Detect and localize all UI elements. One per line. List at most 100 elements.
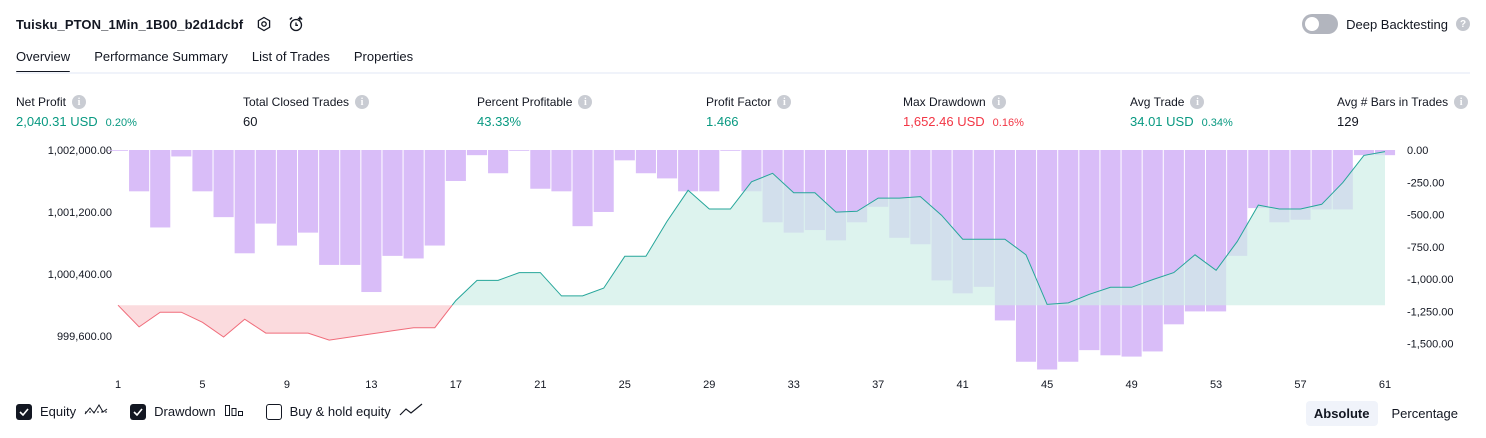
- drawdown-bar: [509, 150, 530, 151]
- x-axis-tick-label: 29: [703, 379, 715, 391]
- metric-label: Net Profit: [16, 95, 67, 109]
- drawdown-bar: [593, 150, 614, 212]
- legend-drawdown[interactable]: Drawdown: [130, 403, 243, 420]
- x-axis-tick-label: 17: [450, 379, 462, 391]
- x-axis-tick-label: 9: [284, 379, 290, 391]
- drawdown-checkbox[interactable]: [130, 403, 147, 420]
- drawdown-bar: [614, 150, 635, 161]
- metric-avg-bars-in-trades: Avg # Bars in Trades i 129: [1337, 94, 1469, 130]
- settings-icon[interactable]: [253, 13, 275, 35]
- left-axis-tick-label: 1,001,200.00: [48, 207, 112, 219]
- info-icon[interactable]: i: [578, 95, 593, 109]
- metric-label: Percent Profitable: [477, 95, 573, 109]
- tab-properties[interactable]: Properties: [353, 49, 414, 64]
- drawdown-bar: [340, 150, 361, 265]
- drawdown-bar: [129, 150, 150, 192]
- tab-list-of-trades[interactable]: List of Trades: [251, 49, 330, 64]
- drawdown-bar: [1290, 150, 1311, 220]
- drawdown-bar: [656, 150, 678, 179]
- info-icon[interactable]: i: [777, 95, 792, 109]
- drawdown-bar: [192, 150, 213, 192]
- tab-bar: Overview Performance Summary List of Tra…: [16, 46, 413, 74]
- metric-net-profit: Net Profit i 2,040.31 USD 0.20%: [16, 94, 137, 130]
- drawdown-bar: [213, 150, 234, 218]
- legend-equity[interactable]: Equity: [16, 403, 108, 420]
- metric-value: 2,040.31 USD: [16, 114, 98, 129]
- drawdown-bar: [1353, 150, 1374, 156]
- left-axis-tick-label: 1,002,000.00: [48, 145, 112, 157]
- drawdown-bar: [255, 150, 276, 224]
- metric-label: Avg # Bars in Trades: [1337, 95, 1449, 109]
- x-axis-tick-label: 57: [1294, 379, 1306, 391]
- x-axis-tick-label: 5: [199, 379, 205, 391]
- drawdown-bar: [572, 150, 593, 227]
- help-icon[interactable]: ?: [1456, 17, 1470, 31]
- info-icon[interactable]: i: [355, 95, 370, 109]
- legend-label: Buy & hold equity: [289, 404, 391, 419]
- tab-overview[interactable]: Overview: [16, 46, 71, 74]
- drawdown-bar: [150, 150, 171, 228]
- tab-performance-summary[interactable]: Performance Summary: [94, 49, 228, 64]
- x-axis-tick-label: 61: [1379, 379, 1391, 391]
- metric-value: 43.33%: [477, 114, 522, 129]
- drawdown-bar: [530, 150, 551, 189]
- mode-percentage[interactable]: Percentage: [1391, 406, 1459, 421]
- left-axis-tick-label: 999,600.00: [57, 331, 112, 343]
- metric-percent: 0.16%: [992, 117, 1024, 129]
- equity-checkbox[interactable]: [16, 403, 32, 420]
- drawdown-bar: [445, 150, 466, 181]
- metric-avg-trade: Avg Trade i 34.01 USD 0.34%: [1130, 94, 1233, 130]
- drawdown-bar: [847, 150, 868, 223]
- equity-negative-area: [118, 305, 453, 341]
- drawdown-bar: [1079, 150, 1100, 351]
- metric-percent: 0.34%: [1201, 117, 1233, 129]
- drawdown-bar: [678, 150, 699, 192]
- legend-buy-hold-equity[interactable]: Buy & hold equity: [265, 403, 423, 420]
- metric-value: 34.01 USD: [1130, 114, 1194, 129]
- right-axis-tick-label: -500.00: [1407, 210, 1444, 222]
- drawdown-bar: [424, 150, 445, 246]
- info-icon[interactable]: i: [1190, 95, 1205, 109]
- x-axis-tick-label: 25: [619, 379, 631, 391]
- right-axis-tick-label: -1,250.00: [1407, 306, 1453, 318]
- metric-value: 1,652.46 USD: [903, 114, 985, 129]
- x-axis-tick-label: 33: [788, 379, 800, 391]
- drawdown-bar: [1058, 150, 1079, 362]
- info-icon[interactable]: i: [72, 95, 87, 109]
- drawdown-bar: [276, 150, 297, 246]
- metric-max-drawdown: Max Drawdown i 1,652.46 USD 0.16%: [903, 94, 1024, 130]
- x-axis-tick-label: 1: [115, 379, 121, 391]
- legend-label: Equity: [40, 404, 77, 419]
- drawdown-bar: [1248, 150, 1269, 209]
- right-axis-tick-label: -1,000.00: [1407, 274, 1453, 286]
- bars-icon: [224, 403, 244, 420]
- info-icon[interactable]: i: [991, 95, 1006, 109]
- x-axis-tick-label: 37: [872, 379, 884, 391]
- scale-mode-toggle: Absolute Percentage: [1305, 401, 1466, 426]
- drawdown-bar: [403, 150, 424, 259]
- metric-percent: 0.20%: [105, 117, 137, 129]
- drawdown-bar: [382, 150, 403, 256]
- drawdown-bar: [551, 150, 572, 192]
- drawdown-bar: [1121, 150, 1142, 357]
- drawdown-bar: [1227, 150, 1248, 256]
- equity-positive-area: [452, 151, 1385, 306]
- right-axis-tick-label: -1,500.00: [1407, 339, 1453, 351]
- deep-backtesting-toggle[interactable]: [1302, 14, 1339, 34]
- right-axis-tick-label: 0.00: [1407, 145, 1428, 157]
- buy-hold-checkbox[interactable]: [265, 403, 282, 420]
- x-axis-tick-label: 21: [534, 379, 546, 391]
- drawdown-bar: [1311, 150, 1332, 210]
- metric-label: Avg Trade: [1130, 95, 1185, 109]
- drawdown-bar: [171, 150, 192, 157]
- drawdown-bar: [107, 150, 129, 151]
- info-icon[interactable]: i: [1454, 95, 1469, 109]
- drawdown-bar: [319, 150, 340, 265]
- metric-label: Max Drawdown: [903, 95, 986, 109]
- trend-line-icon: [399, 403, 423, 420]
- mode-absolute[interactable]: Absolute: [1305, 401, 1378, 426]
- metric-total-closed-trades: Total Closed Trades i 60: [243, 94, 370, 130]
- x-axis-tick-label: 53: [1210, 379, 1222, 391]
- drawdown-bar: [635, 150, 656, 174]
- add-alert-icon[interactable]: [285, 13, 307, 35]
